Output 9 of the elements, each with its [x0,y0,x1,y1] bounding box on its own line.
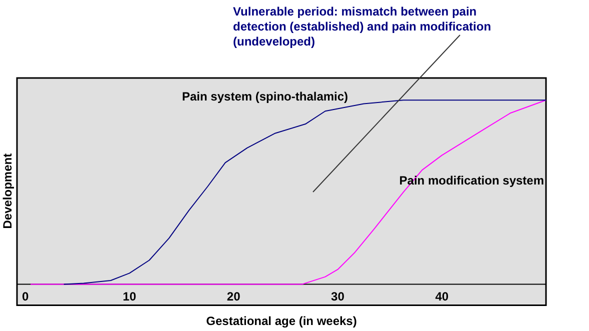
x-tick-label: 0 [22,290,29,304]
x-tick-label: 10 [122,290,136,304]
x-tick-label: 30 [331,290,345,304]
x-tick-label: 40 [435,290,449,304]
series-label: Pain system (spino-thalamic) [182,89,348,104]
text: Vulnerable period: mismatch between pain detection (established) and pain modification (undeveloped) [233,4,492,48]
x-axis-title: Gestational age (in weeks) [206,314,357,328]
x-tick-label: 20 [226,290,241,304]
y-axis-title: Development [0,153,14,229]
